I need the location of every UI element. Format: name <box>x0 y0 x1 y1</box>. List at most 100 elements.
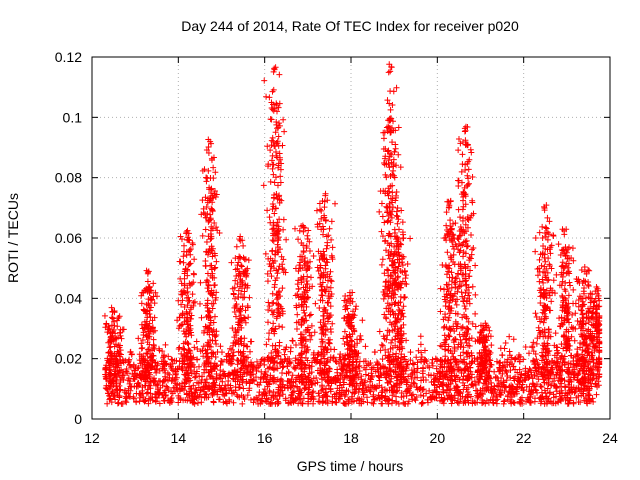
data-point <box>376 328 383 335</box>
data-point <box>408 375 415 382</box>
data-point <box>103 385 110 392</box>
data-point <box>356 362 363 369</box>
data-point <box>214 388 221 395</box>
data-point <box>417 341 424 348</box>
data-point <box>553 371 560 378</box>
data-point <box>380 135 387 142</box>
data-point <box>592 381 599 388</box>
data-point <box>289 337 296 344</box>
data-point <box>275 399 282 406</box>
data-point <box>213 258 220 265</box>
data-point <box>227 345 234 352</box>
data-point <box>395 151 402 158</box>
data-point <box>203 394 210 401</box>
data-point <box>432 355 439 362</box>
data-point <box>269 248 276 255</box>
data-point <box>368 399 375 406</box>
data-point <box>378 341 385 348</box>
data-point <box>391 226 398 233</box>
data-point <box>210 390 217 397</box>
data-point <box>271 374 278 381</box>
data-point <box>281 358 288 365</box>
data-point <box>241 363 248 370</box>
data-point <box>378 389 385 396</box>
data-point <box>337 372 344 379</box>
data-point <box>264 278 271 285</box>
data-point <box>437 363 444 370</box>
data-point <box>447 217 454 224</box>
data-point <box>205 369 212 376</box>
data-point <box>533 340 540 347</box>
data-point <box>156 400 163 407</box>
data-point <box>469 381 476 388</box>
data-point <box>393 387 400 394</box>
data-point <box>297 331 304 338</box>
data-point <box>464 181 471 188</box>
data-point <box>331 393 338 400</box>
data-point <box>378 400 385 407</box>
data-point <box>431 381 438 388</box>
data-point <box>417 384 424 391</box>
data-point <box>176 258 183 265</box>
data-point <box>295 236 302 243</box>
data-point <box>440 389 447 396</box>
data-point <box>441 346 448 353</box>
data-point <box>421 347 428 354</box>
data-point <box>268 400 275 407</box>
data-point <box>274 400 281 407</box>
data-point <box>504 396 511 403</box>
data-point <box>194 399 201 406</box>
data-point <box>280 116 287 123</box>
data-point <box>264 319 271 326</box>
data-point <box>429 356 436 363</box>
data-point <box>336 382 343 389</box>
data-point <box>271 284 278 291</box>
data-point <box>284 385 291 392</box>
data-point <box>293 396 300 403</box>
data-point <box>288 376 295 383</box>
data-point <box>472 291 479 298</box>
data-point <box>459 376 466 383</box>
data-point <box>586 385 593 392</box>
data-point <box>547 389 554 396</box>
data-point <box>294 311 301 318</box>
data-point <box>458 289 465 296</box>
data-point <box>139 344 146 351</box>
data-point <box>247 396 254 403</box>
data-point <box>569 245 576 252</box>
data-point <box>483 397 490 404</box>
data-point <box>398 390 405 397</box>
data-point <box>382 346 389 353</box>
data-point <box>247 377 254 384</box>
data-point <box>126 380 133 387</box>
data-point <box>341 393 348 400</box>
data-point <box>499 370 506 377</box>
data-point <box>218 358 225 365</box>
data-point <box>159 348 166 355</box>
data-point <box>357 380 364 387</box>
data-point <box>306 312 313 319</box>
data-point <box>433 365 440 372</box>
data-point <box>480 399 487 406</box>
data-point <box>420 386 427 393</box>
data-point <box>403 281 410 288</box>
data-point <box>467 146 474 153</box>
data-point <box>312 300 319 307</box>
data-point <box>289 338 296 345</box>
data-point <box>538 384 545 391</box>
data-point <box>176 395 183 402</box>
data-point <box>203 174 210 181</box>
data-point <box>488 383 495 390</box>
data-point <box>341 374 348 381</box>
data-point <box>104 386 111 393</box>
data-point <box>460 253 467 260</box>
data-point <box>360 398 367 405</box>
data-point <box>407 235 414 242</box>
data-point <box>128 383 135 390</box>
data-point <box>316 305 323 312</box>
data-point <box>233 243 240 250</box>
data-point <box>362 343 369 350</box>
data-point <box>510 363 517 370</box>
data-point <box>384 266 391 273</box>
data-point <box>565 400 572 407</box>
